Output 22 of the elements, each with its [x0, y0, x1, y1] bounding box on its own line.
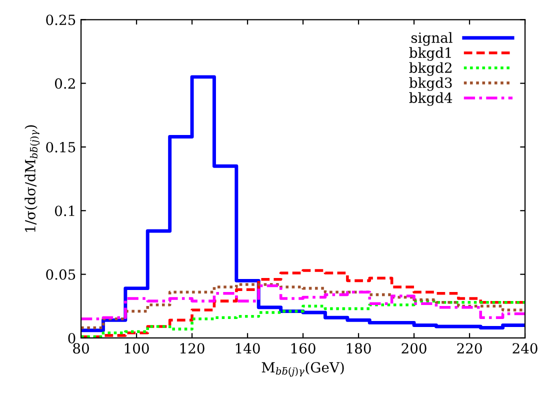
x-tick-label: 180 [346, 343, 371, 354]
y-tick-label: 0.25 [46, 14, 76, 26]
y-tick-label: 0.1 [54, 206, 74, 216]
x-tick-label: 200 [402, 343, 426, 354]
y-tick-label: 0.15 [46, 142, 76, 152]
y-tick-label: 0.2 [54, 78, 75, 89]
legend-label: bkgd3 [409, 77, 452, 91]
x-tick-label: 120 [180, 343, 204, 354]
x-tick-label: 160 [291, 343, 316, 354]
legend-label: bkgd4 [409, 92, 452, 106]
x-tick-label: 100 [124, 343, 149, 354]
legend-label: bkgd2 [409, 62, 452, 76]
y-axis-title: 1/σ(dσ/dM$_{bb̄(j)γ}$) [24, 125, 40, 232]
x-axis-title: M$_{bb̄(j)γ}$(GeV) [262, 362, 344, 377]
x-tick-label: 240 [512, 343, 538, 354]
x-tick-label: 140 [236, 343, 260, 354]
y-tick-label: 0.05 [46, 269, 76, 280]
y-tick-label: 0 [68, 332, 76, 344]
x-tick-label: 220 [457, 343, 482, 354]
legend-label: bkgd1 [409, 47, 451, 61]
x-tick-label: 80 [73, 343, 89, 354]
legend-label: signal [411, 32, 452, 46]
